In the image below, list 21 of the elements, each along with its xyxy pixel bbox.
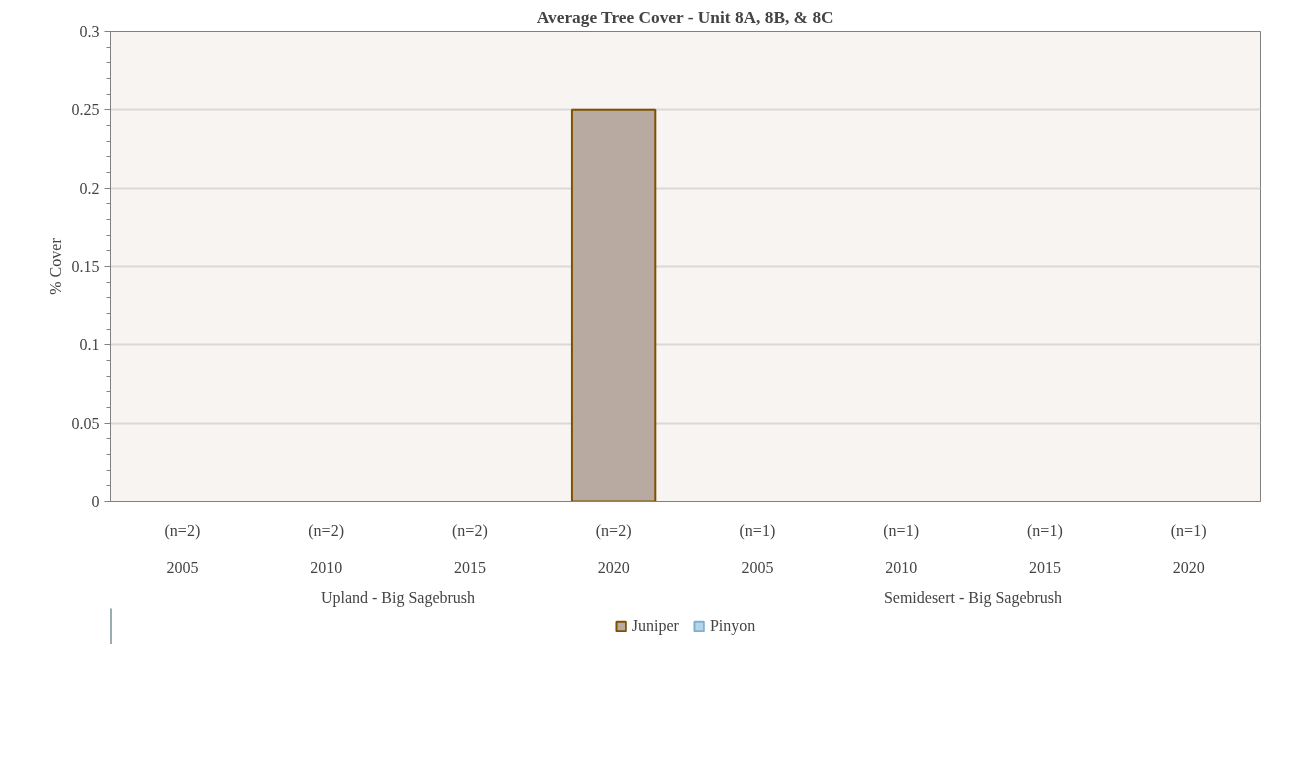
y-tick-label: 0 bbox=[91, 493, 100, 510]
category-label: (n=2) 2015 bbox=[452, 521, 488, 576]
category-label: (n=1) 2005 bbox=[739, 521, 776, 576]
y-axis-title: % Cover bbox=[46, 237, 64, 295]
category-label: (n=2) 2020 bbox=[595, 521, 632, 576]
y-tick-label: 0.25 bbox=[71, 101, 100, 119]
y-tick-label: 0.2 bbox=[79, 179, 100, 197]
category-label: (n=1) 2010 bbox=[883, 521, 919, 576]
y-tick-label: 0.1 bbox=[79, 336, 100, 354]
text: Upland - Big Sagebrush bbox=[320, 588, 476, 607]
y-tick-label: 0.05 bbox=[71, 414, 100, 432]
category-label: (n=1) 2015 bbox=[1027, 521, 1063, 576]
chart-title: Average Tree Cover - Unit 8A, 8B, & 8C bbox=[536, 7, 834, 27]
text: Semidesert - Big Sagebrush bbox=[883, 588, 1063, 607]
y-tick-label: 0.3 bbox=[79, 23, 100, 40]
category-label: (n=1) 2020 bbox=[1170, 521, 1207, 576]
category-label: (n=2) 2005 bbox=[164, 521, 201, 576]
category-label: (n=2) 2010 bbox=[308, 521, 344, 576]
legend-label: Juniper bbox=[631, 617, 679, 635]
y-tick-label: 0.15 bbox=[71, 258, 100, 275]
legend-label: Pinyon bbox=[709, 617, 756, 635]
